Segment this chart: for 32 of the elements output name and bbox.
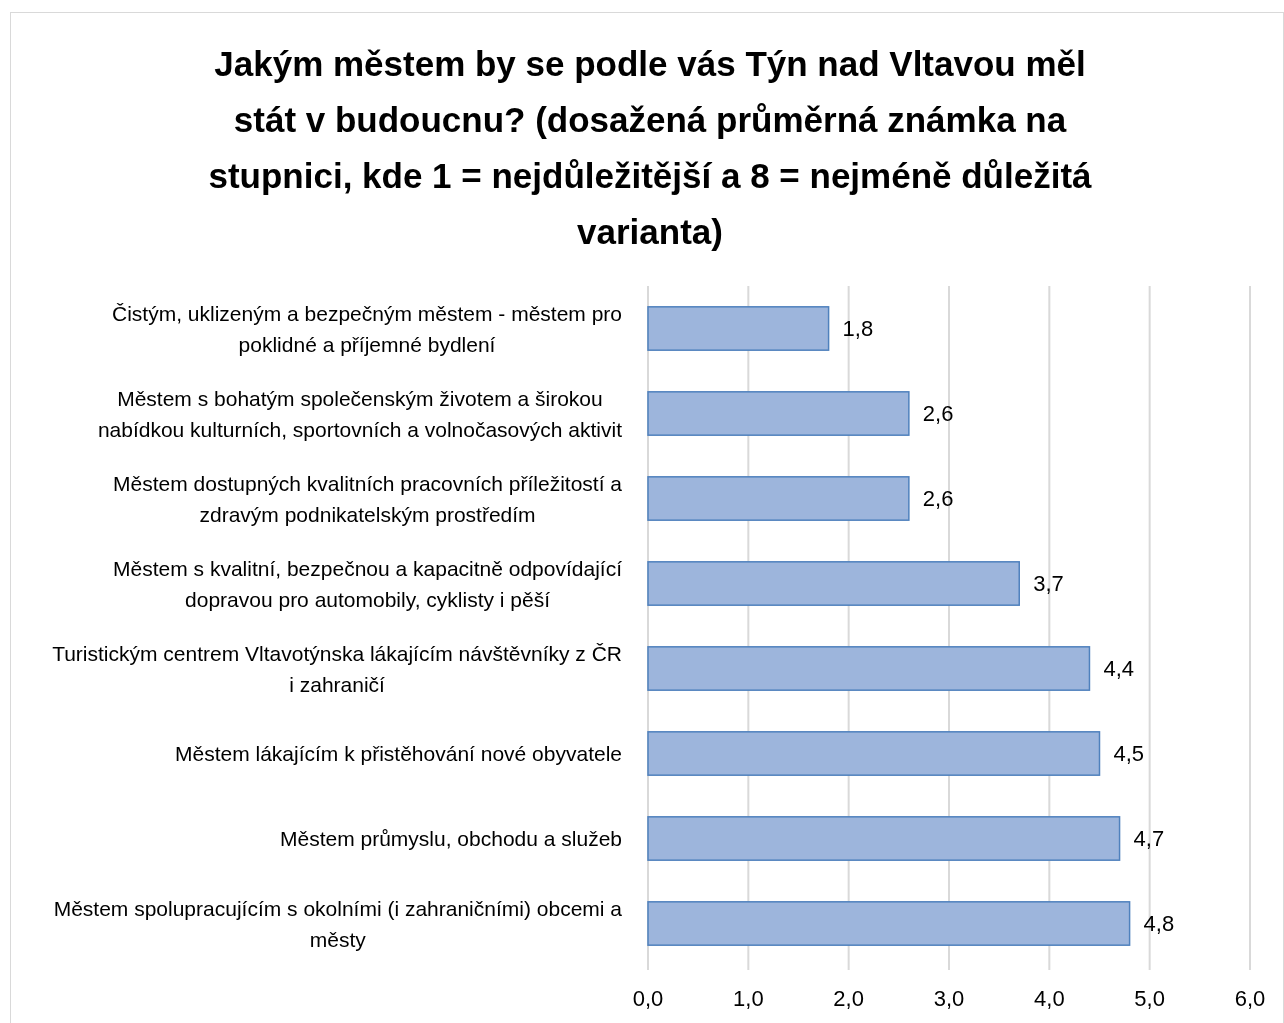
y-tick-label: Městem dostupných kvalitních pracovních příležitostí a zdravým podnikatelským prostředím (113, 471, 623, 526)
bar (647, 901, 1131, 946)
y-tick-label: Městem spolupracujícím s okolními (i zahraničními) obcemi a městy (53, 896, 623, 951)
y-tick-label: Čistým, uklizeným a bezpečným městem - městem pro poklidné a příjemné bydlení (112, 301, 622, 356)
y-tick-label: Turistickým centrem Vltavotýnska lákajícím návštěvníky z ČR i zahraničí (52, 641, 622, 696)
data-label: 4,4 (1103, 656, 1135, 681)
data-label: 4,7 (1133, 826, 1165, 851)
y-tick-label: Městem průmyslu, obchodu a služeb (280, 827, 622, 850)
x-tick-label: 6,0 (1234, 986, 1266, 1011)
x-tick-label: 5,0 (1134, 986, 1165, 1011)
y-tick-label: Městem lákajícím k přistěhování nové obyvatele (174, 742, 622, 765)
data-label: 4,5 (1113, 741, 1145, 766)
y-tick-label: Městem s bohatým společenským životem a širokou nabídkou kulturních, sportovních a volnočasových aktivit (97, 386, 623, 441)
bar (647, 306, 830, 351)
data-label: 3,7 (1033, 571, 1064, 596)
bar (647, 391, 910, 436)
x-tick-label: 1,0 (733, 986, 764, 1011)
data-label: 2,6 (922, 486, 954, 511)
bar (647, 731, 1101, 776)
x-tick-label: 4,0 (1034, 986, 1065, 1011)
data-label: 1,8 (842, 316, 874, 341)
data-label: 2,6 (922, 401, 954, 426)
x-tick-label: 3,0 (933, 986, 965, 1011)
bar (647, 561, 1020, 606)
bar (647, 476, 910, 521)
bar (647, 646, 1091, 691)
y-tick-label: Městem s kvalitní, bezpečnou a kapacitně odpovídající dopravou pro automobily, cyklisty i pěší (113, 556, 623, 611)
chart-title: Jakým městem by se podle vás Týn nad Vltavou měl stát v budoucnu? (dosažená průměrná známka na stupnici, kde 1 = nejdůležitější a 8 = nejméně důležitá varianta) (208, 44, 1093, 251)
x-tick-label: 0,0 (632, 986, 664, 1011)
data-label: 4,8 (1143, 911, 1175, 936)
bar (647, 816, 1121, 861)
x-tick-label: 2,0 (833, 986, 864, 1011)
